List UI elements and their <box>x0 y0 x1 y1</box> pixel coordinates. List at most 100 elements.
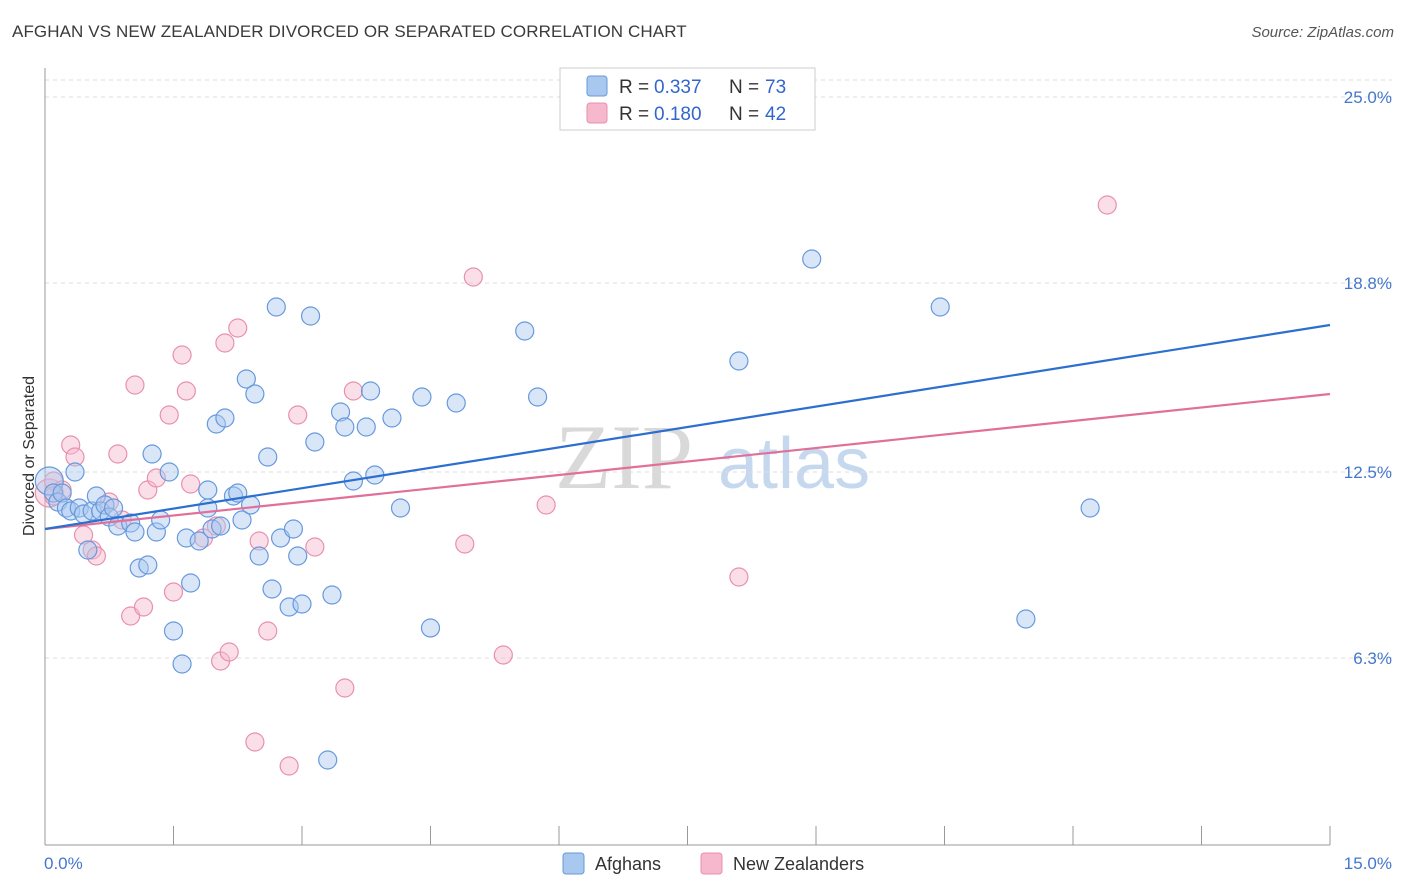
data-point <box>249 546 269 566</box>
data-point <box>1080 498 1100 518</box>
data-point <box>356 417 376 437</box>
data-point <box>1097 195 1117 215</box>
data-point <box>279 756 299 776</box>
y-tick-label: 6.3% <box>1353 649 1392 668</box>
chart-source: Source: ZipAtlas.com <box>1251 24 1394 41</box>
data-point <box>125 522 145 542</box>
data-point <box>930 297 950 317</box>
data-point <box>159 462 179 482</box>
legend-r-value: 0.180 <box>654 104 702 125</box>
data-point <box>1016 609 1036 629</box>
legend-r-label: R = <box>619 104 649 125</box>
data-point <box>305 537 325 557</box>
legend-r-label: R = <box>619 77 649 98</box>
data-point <box>258 447 278 467</box>
data-point <box>305 432 325 452</box>
data-point <box>125 375 145 395</box>
data-point <box>61 435 81 455</box>
x-tick-label: 0.0% <box>44 854 83 873</box>
data-point <box>382 408 402 428</box>
data-point <box>65 447 85 467</box>
data-point <box>138 555 158 575</box>
data-point <box>181 474 201 494</box>
legend-swatch-new-zealanders <box>586 102 608 124</box>
data-point <box>729 567 749 587</box>
y-tick-label: 12.5% <box>1344 463 1392 482</box>
data-point <box>249 531 269 551</box>
legend-top: R = 0.337 N = 73 R = 0.180 N = 42 <box>559 67 816 131</box>
data-point <box>219 642 239 662</box>
data-point <box>232 510 252 530</box>
y-tick-label: 25.0% <box>1344 88 1392 107</box>
data-point <box>360 381 381 401</box>
gridlines <box>45 79 1392 659</box>
data-point <box>322 585 342 605</box>
data-point <box>300 306 321 326</box>
data-point <box>189 531 209 551</box>
trend-line-afghans <box>44 323 1331 531</box>
data-point <box>78 540 98 560</box>
data-point <box>172 345 192 365</box>
data-point <box>335 417 355 437</box>
data-point <box>283 519 304 539</box>
data-point <box>198 480 218 500</box>
y-tick-labels: 6.3% 12.5% 18.8% 25.0% <box>1344 88 1392 668</box>
data-point <box>330 402 351 422</box>
y-tick-label: 18.8% <box>1344 274 1392 293</box>
data-point <box>318 750 338 770</box>
data-point <box>176 381 196 401</box>
series-afghans-points <box>34 249 1100 770</box>
data-point <box>446 393 466 413</box>
data-point <box>420 618 441 638</box>
x-tick-labels: 0.0% 15.0% <box>44 854 1392 873</box>
data-point <box>163 621 184 641</box>
legend-n-value: 73 <box>765 77 786 98</box>
data-point <box>343 381 363 401</box>
legend-bottom-swatch-new-zealanders <box>700 852 723 875</box>
data-point <box>729 351 749 371</box>
data-point <box>335 678 355 698</box>
legend-bottom: Afghans New Zealanders <box>562 852 864 875</box>
legend-n-label: N = <box>729 77 759 98</box>
data-point <box>288 546 308 566</box>
data-point <box>52 483 72 503</box>
data-point <box>266 297 286 317</box>
data-point <box>802 249 822 269</box>
data-point <box>34 466 64 496</box>
data-point <box>181 573 201 593</box>
legend-r-value: 0.337 <box>654 77 702 98</box>
data-point <box>228 318 248 338</box>
data-point <box>245 384 265 404</box>
data-point <box>215 408 235 428</box>
legend-n-label: N = <box>729 104 759 125</box>
data-point <box>142 444 162 464</box>
trend-line-new-zealanders <box>44 392 1331 531</box>
trend-lines <box>44 323 1331 531</box>
data-point <box>211 516 231 536</box>
data-point <box>493 645 513 665</box>
chart-title: AFGHAN VS NEW ZEALANDER DIVORCED OR SEPA… <box>12 22 687 41</box>
data-point <box>215 333 235 353</box>
legend-bottom-afghans: Afghans <box>595 854 661 874</box>
legend-n-value: 42 <box>765 104 786 125</box>
data-point <box>515 321 535 341</box>
legend-swatch-afghans <box>586 75 608 97</box>
data-point <box>163 582 184 602</box>
data-point <box>103 498 124 518</box>
data-point <box>536 495 556 515</box>
data-point <box>108 444 128 464</box>
data-point <box>172 654 192 674</box>
watermark: ZIP atlas <box>555 406 870 508</box>
data-point <box>455 534 475 554</box>
data-point <box>412 387 432 407</box>
data-point <box>258 621 278 641</box>
data-point <box>65 462 85 482</box>
data-point <box>288 405 308 425</box>
legend-bottom-swatch-afghans <box>562 852 585 875</box>
y-axis-label: Divorced or Separated <box>21 376 38 536</box>
watermark-atlas: atlas <box>718 424 870 504</box>
data-point <box>146 522 166 542</box>
data-point <box>292 594 312 614</box>
watermark-zip: ZIP <box>555 406 693 508</box>
